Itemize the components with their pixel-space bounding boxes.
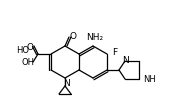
Text: N: N: [64, 79, 70, 87]
Text: O: O: [70, 32, 77, 41]
Text: OH: OH: [22, 58, 35, 66]
Text: NH: NH: [143, 75, 156, 83]
Text: F: F: [112, 47, 118, 56]
Text: O: O: [26, 43, 33, 51]
Text: HO: HO: [17, 45, 29, 54]
Text: NH₂: NH₂: [86, 33, 104, 41]
Text: N: N: [123, 56, 129, 64]
